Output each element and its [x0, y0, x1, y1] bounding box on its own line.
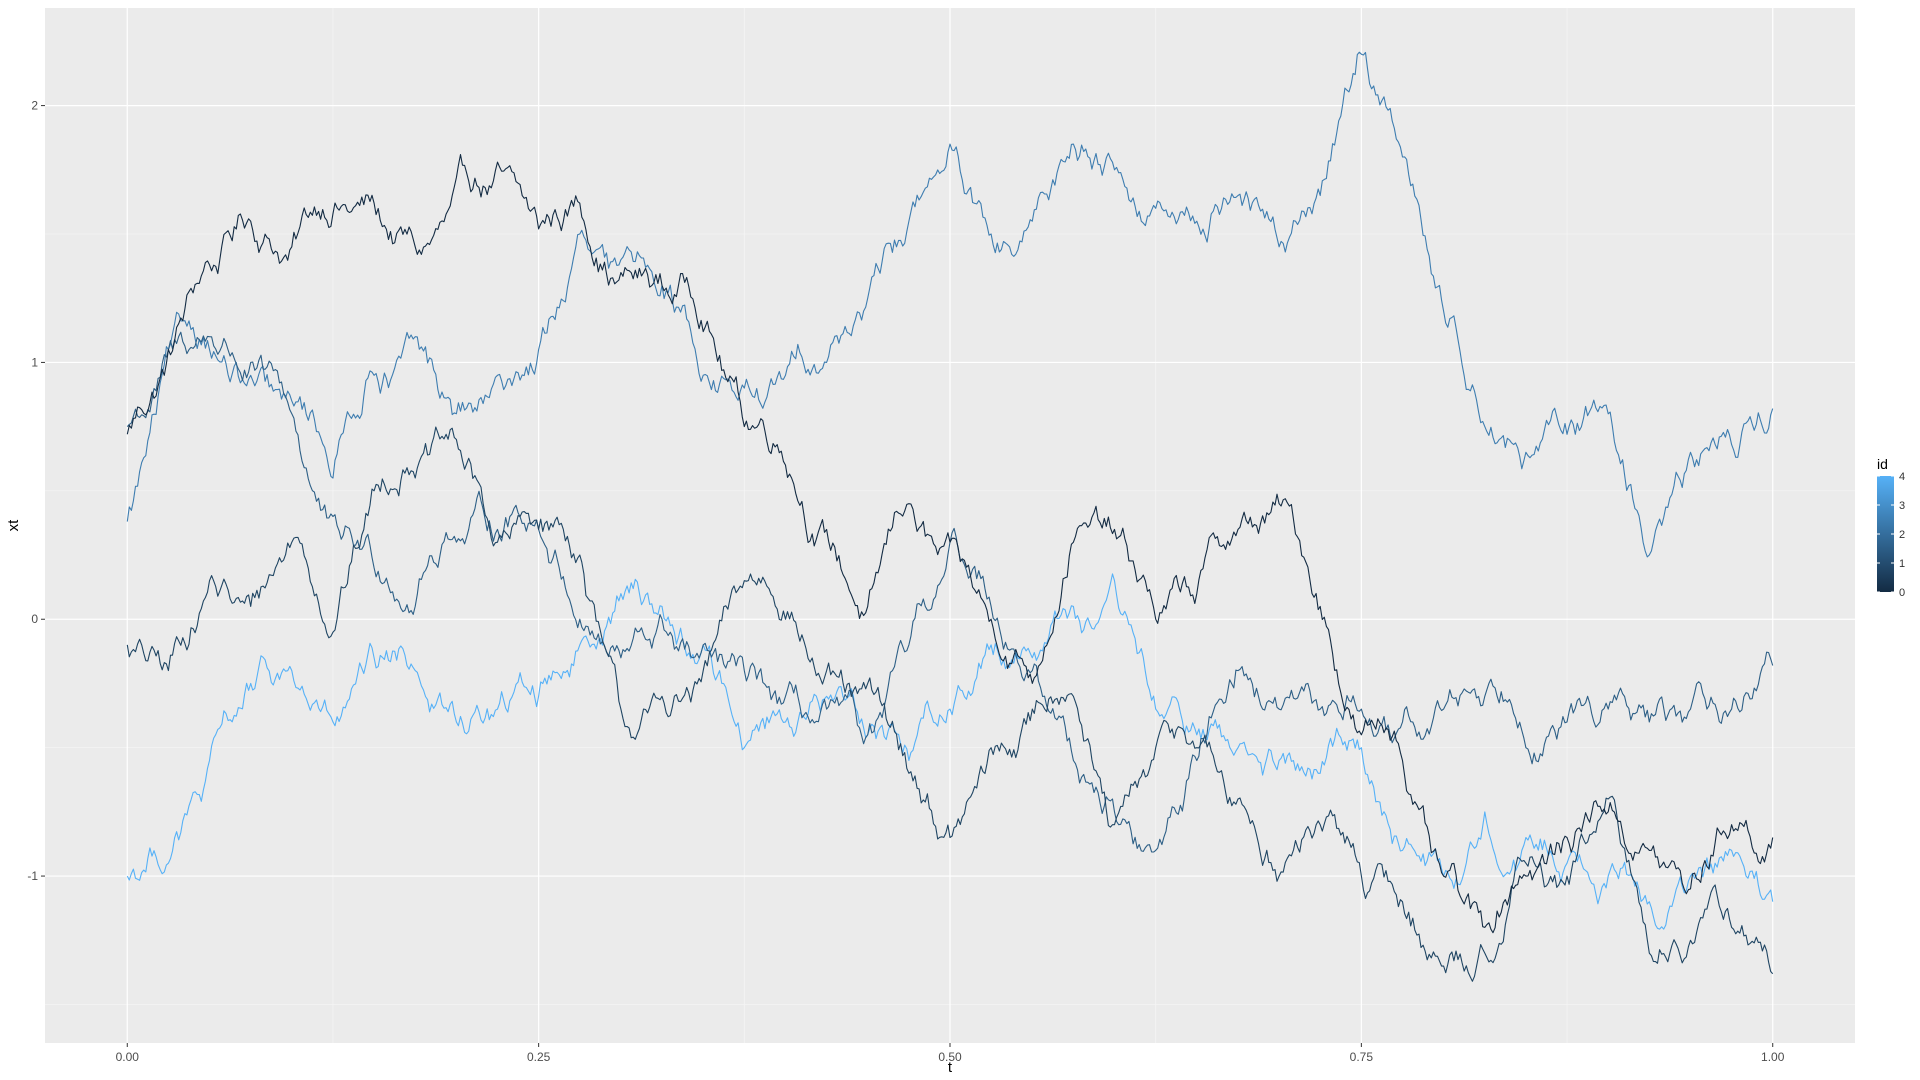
y-tick-label: 2	[31, 99, 38, 113]
legend: id 0 1 2 3 4	[1877, 456, 1905, 599]
x-tick-label: 0.00	[116, 1050, 140, 1064]
x-tick-label: 0.50	[938, 1050, 962, 1064]
series-line-id-0	[126, 154, 1774, 934]
series-line-id-1	[126, 426, 1774, 982]
series-line-id-3	[126, 51, 1774, 558]
major-gridlines	[45, 8, 1855, 1043]
x-axis: 0.00 0.25 0.50 0.75 1.00	[116, 1043, 1785, 1064]
legend-tick-label: 3	[1899, 500, 1905, 512]
x-tick-label: 0.75	[1350, 1050, 1374, 1064]
legend-tick-label: 1	[1899, 558, 1905, 570]
y-tick-label: 0	[31, 612, 38, 626]
legend-tick-label: 2	[1899, 529, 1905, 541]
y-axis: -1 0 1 2	[27, 99, 45, 883]
series-line-id-4	[126, 573, 1774, 930]
legend-title: id	[1877, 456, 1888, 472]
legend-ticks: 0 1 2 3 4	[1877, 471, 1905, 599]
x-tick-label: 1.00	[1761, 1050, 1785, 1064]
x-tick-label: 0.25	[527, 1050, 551, 1064]
legend-tick-label: 0	[1899, 587, 1905, 599]
x-axis-title: t	[948, 1059, 953, 1076]
y-tick-label: -1	[27, 869, 38, 883]
series-lines	[126, 51, 1774, 982]
legend-tick-label: 4	[1899, 471, 1905, 483]
legend-colorbar	[1877, 476, 1894, 592]
y-tick-label: 1	[31, 355, 38, 369]
y-axis-title: xt	[5, 519, 22, 532]
